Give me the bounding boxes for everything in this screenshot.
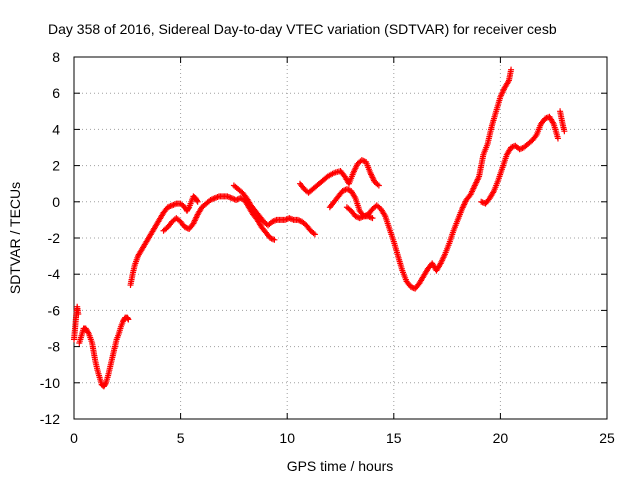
chart-title: Day 358 of 2016, Sidereal Day-to-day VTE… <box>48 21 557 37</box>
y-tick-label: 0 <box>52 194 60 210</box>
y-tick-label: 2 <box>52 158 60 174</box>
data-point <box>102 381 109 388</box>
y-tick-label: -2 <box>48 230 61 246</box>
x-tick-label: 5 <box>177 430 185 446</box>
y-tick-label: 8 <box>52 49 60 65</box>
data-point <box>369 215 376 222</box>
grid <box>74 57 607 419</box>
data-points <box>71 66 568 390</box>
data-point <box>375 182 382 189</box>
y-axis-label: SDTVAR / TECUs <box>7 182 23 294</box>
data-point <box>185 205 192 212</box>
data-point <box>75 311 82 318</box>
y-tick-label: 4 <box>52 121 60 137</box>
data-point <box>271 236 278 243</box>
y-tick-label: -8 <box>48 339 61 355</box>
y-tick-label: -6 <box>48 302 61 318</box>
x-tick-label: 25 <box>599 430 615 446</box>
y-tick-label: 6 <box>52 85 60 101</box>
data-point <box>85 329 92 336</box>
x-tick-label: 15 <box>386 430 402 446</box>
data-point <box>554 135 561 142</box>
y-tick-label: -12 <box>40 411 60 427</box>
x-axis-label: GPS time / hours <box>287 458 394 474</box>
y-tick-label: -10 <box>40 375 60 391</box>
x-tick-label: 20 <box>493 430 509 446</box>
data-point <box>532 133 539 140</box>
data-point <box>125 316 132 323</box>
data-point <box>193 197 200 204</box>
x-tick-label: 0 <box>70 430 78 446</box>
data-point <box>508 66 515 73</box>
data-point <box>311 231 318 238</box>
data-point <box>561 128 568 135</box>
x-tick-label: 10 <box>279 430 295 446</box>
y-tick-label: -4 <box>48 266 61 282</box>
data-point <box>194 198 201 205</box>
axis-ticks: 0 5 10 15 20 25 -12 -10 -8 -6 -4 -2 0 2 4 6 8 <box>40 49 615 446</box>
